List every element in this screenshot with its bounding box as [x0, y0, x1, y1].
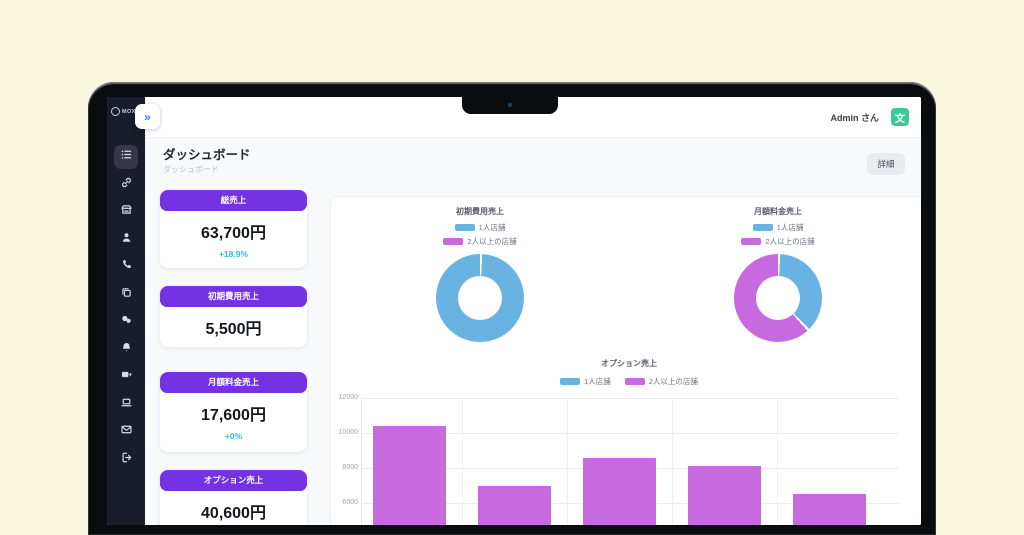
language-icon[interactable]: 文 [891, 108, 909, 126]
user-name: Admin さん [830, 112, 880, 123]
kpi-change: +0% [224, 431, 243, 441]
chart-legend: 1人店舗 2人以上の店舗 [331, 222, 629, 247]
donut-initial-fees [436, 254, 524, 342]
main-content: ダッシュボード ダッシュボード 詳細 総売上 63,700円 +18.9% 初期… [145, 138, 921, 525]
copy-icon [120, 286, 133, 304]
logout-icon [120, 451, 133, 469]
legend-item: 2人以上の店舗 [741, 236, 815, 247]
video-icon [120, 368, 133, 386]
legend-item: 1人店舗 [560, 376, 611, 387]
chart-legend: 1人店舗 2人以上の店舗 [331, 376, 921, 387]
store-icon [120, 203, 133, 221]
bar-plot: 1200010000800060004000 [339, 394, 899, 525]
kpi-label: 総売上 [160, 190, 307, 211]
y-axis-tick: 10000 [338, 429, 358, 436]
kpi-label: 月額料金売上 [160, 372, 307, 393]
sidebar-item-notifications[interactable] [114, 338, 138, 362]
kpi-card-initial-fee-sales: 初期費用売上 5,500円 [160, 286, 307, 347]
legend-label: 1人店舗 [776, 223, 804, 232]
chart-title: 月額料金売上 [754, 207, 802, 216]
legend-label: 2人以上の店舗 [467, 237, 517, 246]
donut-charts-row: 初期費用売上 1人店舗 2人以上の店舗 月額料金売上 1人店舗 2人以上 [331, 197, 921, 349]
sidebar-item-mail[interactable] [114, 420, 138, 444]
charts-panel: 初期費用売上 1人店舗 2人以上の店舗 月額料金売上 1人店舗 2人以上 [330, 196, 921, 525]
legend-swatch-purple [443, 238, 464, 245]
kpi-label: オプション売上 [160, 470, 307, 491]
y-axis-tick: 12000 [338, 394, 358, 401]
chart-legend: 1人店舗 2人以上の店舗 [629, 222, 921, 247]
sidebar-item-copy[interactable] [114, 283, 138, 307]
y-axis-tick: 6000 [342, 499, 358, 506]
legend-swatch-purple [741, 238, 762, 245]
kpi-label: 初期費用売上 [160, 286, 307, 307]
legend-swatch-blue [752, 224, 773, 231]
breadcrumb: ダッシュボード [163, 165, 219, 174]
list-icon [120, 148, 133, 166]
brand-logo-icon [111, 107, 120, 116]
kpi-card-total-sales: 総売上 63,700円 +18.9% [160, 190, 307, 268]
legend-label: 2人以上の店舗 [648, 377, 698, 386]
kpi-value: 63,700円 [201, 225, 266, 242]
user-icon [120, 231, 133, 249]
kpi-card-monthly-fee-sales: 月額料金売上 17,600円 +0% [160, 372, 307, 452]
brand-logo: MOXA [111, 107, 140, 116]
donut-monthly-fees [734, 254, 822, 342]
laptop-screen: MOXA [107, 97, 921, 525]
legend-item: 1人店舗 [454, 222, 506, 233]
sidebar-nav [114, 145, 138, 472]
legend-item: 2人以上の店舗 [624, 376, 698, 387]
sidebar-item-users[interactable] [114, 228, 138, 252]
kpi-card-option-sales: オプション売上 40,600円 [160, 470, 307, 525]
kpi-value: 40,600円 [201, 505, 266, 522]
donut-chart-initial-fees: 初期費用売上 1人店舗 2人以上の店舗 [331, 197, 629, 349]
mail-icon [120, 423, 133, 441]
page-title: ダッシュボード [163, 148, 251, 162]
bar [582, 457, 656, 525]
donut-chart-monthly-fees: 月額料金売上 1人店舗 2人以上の店舗 [629, 197, 921, 349]
link-icon [120, 176, 133, 194]
sidebar-item-links[interactable] [114, 173, 138, 197]
legend-swatch-blue [560, 378, 581, 385]
bar [372, 426, 446, 525]
sidebar-collapse-button[interactable]: » [135, 104, 160, 129]
sidebar-item-devices[interactable] [114, 393, 138, 417]
legend-label: 1人店舗 [584, 377, 611, 386]
brand-logo-text: MOXA [122, 108, 141, 115]
bar [477, 485, 551, 525]
legend-swatch-blue [454, 224, 475, 231]
camera-notch [462, 97, 558, 114]
sidebar-item-dashboard[interactable] [114, 145, 138, 169]
kpi-value: 17,600円 [201, 407, 266, 424]
sidebar-item-chat[interactable] [114, 310, 138, 334]
chart-title: 初期費用売上 [456, 207, 504, 216]
laptop-frame: MOXA [88, 82, 936, 535]
y-axis-tick: 8000 [342, 464, 358, 471]
webcam-icon [508, 103, 512, 107]
bar [687, 466, 761, 525]
sidebar-item-store[interactable] [114, 200, 138, 224]
chat-icon [120, 313, 133, 331]
laptop-icon [120, 396, 133, 414]
legend-swatch-purple [624, 378, 645, 385]
kpi-change: +18.9% [218, 249, 249, 259]
sidebar-item-logout[interactable] [114, 448, 138, 472]
legend-label: 1人店舗 [478, 223, 506, 232]
phone-icon [120, 258, 133, 276]
chevron-double-right-icon: » [144, 109, 151, 124]
sidebar-item-phone[interactable] [114, 255, 138, 279]
legend-item: 2人以上の店舗 [443, 236, 517, 247]
chart-title: オプション売上 [601, 359, 657, 368]
details-button[interactable]: 詳細 [867, 153, 905, 175]
sidebar: MOXA [107, 97, 145, 525]
bar-chart-options: オプション売上 1人店舗 2人以上の店舗 1200010000800060004… [331, 358, 921, 525]
legend-label: 2人以上の店舗 [765, 237, 815, 246]
bell-icon [120, 341, 133, 359]
bar [792, 494, 866, 525]
kpi-value: 5,500円 [205, 321, 262, 338]
sidebar-item-video[interactable] [114, 365, 138, 389]
legend-item: 1人店舗 [752, 222, 804, 233]
